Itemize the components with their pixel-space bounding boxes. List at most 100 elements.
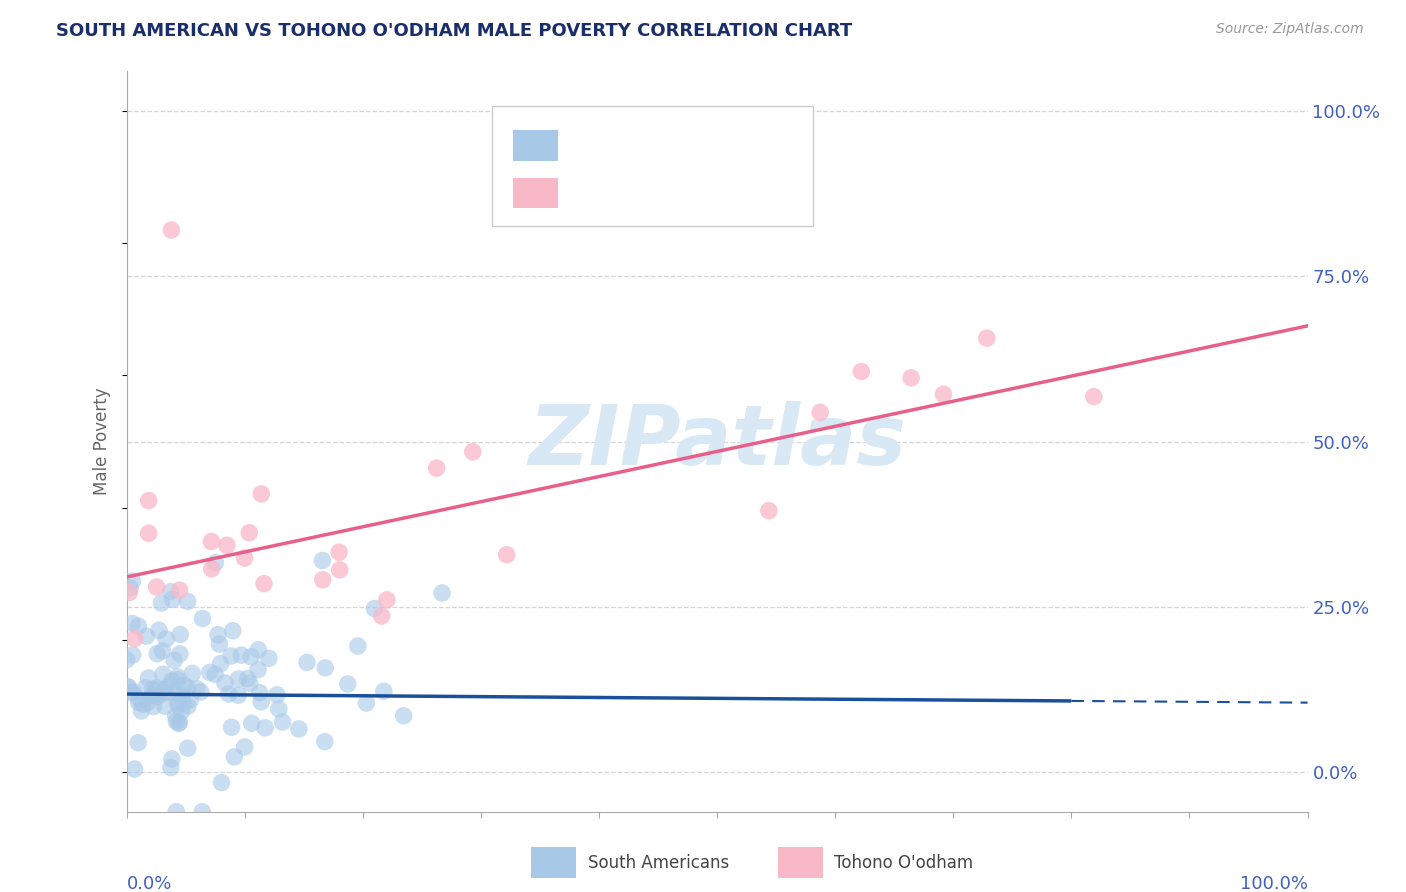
Point (166, 670, 188, 684)
Point (172, 689, 194, 703)
Text: Tohono O'odham: Tohono O'odham (834, 854, 973, 871)
Point (143, 689, 166, 703)
Point (118, 581, 141, 595)
Point (314, 661, 336, 675)
Point (215, 538, 238, 552)
Text: 29: 29 (749, 184, 772, 202)
Point (121, 648, 143, 662)
Text: Source: ZipAtlas.com: Source: ZipAtlas.com (1216, 22, 1364, 37)
Point (233, 739, 256, 754)
Point (167, 698, 190, 712)
Point (173, 697, 195, 711)
Point (200, 534, 222, 549)
Point (932, 387, 955, 401)
Point (233, 551, 256, 566)
Point (201, 562, 224, 576)
Point (254, 721, 277, 735)
Text: South Americans: South Americans (588, 854, 728, 871)
Point (127, 736, 149, 750)
Point (150, 596, 173, 610)
Point (198, 665, 221, 680)
Point (167, 716, 190, 731)
Point (247, 663, 270, 677)
Point (851, 364, 873, 378)
Point (267, 702, 290, 716)
Point (146, 690, 169, 704)
Point (231, 648, 253, 662)
Point (141, 682, 163, 697)
Text: N =: N = (702, 184, 738, 202)
Point (328, 545, 350, 559)
Point (132, 697, 155, 711)
Point (128, 693, 150, 707)
Point (146, 681, 169, 695)
Point (169, 647, 191, 661)
Point (236, 672, 259, 686)
Point (120, 686, 142, 700)
Point (239, 676, 262, 690)
Point (208, 637, 231, 651)
Point (166, 673, 188, 687)
Point (214, 676, 236, 690)
Point (426, 461, 449, 475)
Point (153, 686, 176, 700)
Point (136, 695, 159, 709)
Point (373, 684, 395, 698)
Point (169, 627, 191, 641)
Point (375, 593, 398, 607)
Point (173, 678, 195, 692)
Text: 0.630: 0.630 (620, 184, 678, 202)
Point (461, 445, 484, 459)
Point (153, 699, 176, 714)
Point (179, 692, 201, 706)
Point (311, 553, 333, 567)
Point (314, 734, 336, 748)
Point (138, 493, 160, 508)
Point (191, 805, 214, 819)
Point (165, 805, 187, 819)
Point (221, 720, 243, 734)
Point (250, 487, 273, 501)
Point (219, 648, 242, 663)
Point (238, 525, 260, 540)
Point (145, 683, 167, 698)
Point (430, 586, 453, 600)
Point (177, 741, 200, 756)
Point (124, 762, 146, 776)
Point (226, 688, 249, 702)
Point (976, 331, 998, 345)
Point (138, 526, 160, 541)
Point (204, 556, 226, 570)
Point (211, 775, 233, 789)
Point (142, 699, 165, 714)
Point (162, 592, 184, 607)
Point (253, 576, 276, 591)
Point (247, 642, 270, 657)
Point (152, 667, 174, 681)
Text: -0.040: -0.040 (620, 136, 679, 154)
Point (336, 677, 359, 691)
Point (392, 708, 415, 723)
Point (758, 504, 780, 518)
Point (160, 760, 183, 774)
Point (135, 629, 157, 643)
Point (124, 632, 146, 646)
Point (122, 685, 145, 699)
Point (177, 681, 200, 695)
Text: 0.0%: 0.0% (127, 875, 172, 892)
Point (153, 682, 176, 697)
Point (165, 709, 187, 723)
Point (329, 563, 352, 577)
Point (160, 673, 183, 688)
Point (295, 656, 318, 670)
Text: 100.0%: 100.0% (1240, 875, 1308, 892)
Point (266, 688, 288, 702)
Point (271, 714, 294, 729)
Point (115, 680, 138, 694)
Text: R =: R = (572, 136, 607, 154)
Point (159, 584, 181, 599)
Point (495, 548, 517, 562)
Point (117, 681, 139, 695)
Point (900, 371, 922, 385)
Point (134, 681, 156, 695)
